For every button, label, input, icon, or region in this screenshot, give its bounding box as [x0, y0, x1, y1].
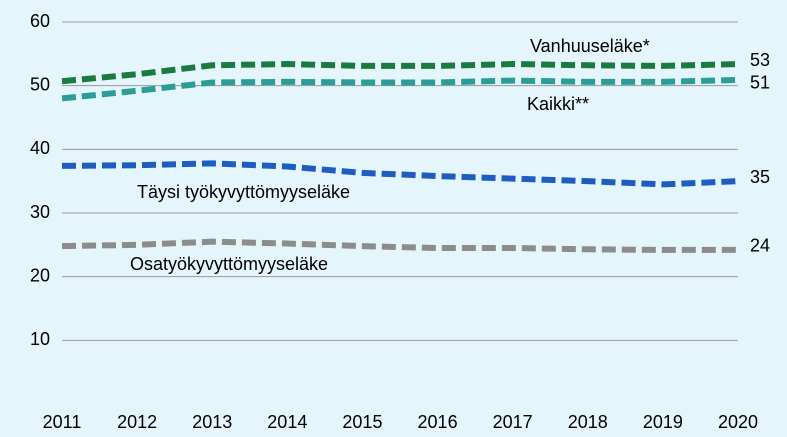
series-line	[61, 76, 739, 102]
value-label: 51	[750, 73, 770, 93]
x-tick-label: 2016	[418, 412, 458, 432]
series-label: Kaikki**	[527, 94, 589, 114]
y-tick-label: 40	[30, 138, 50, 158]
series-label: Täysi työkyvyttömyyseläke	[137, 182, 350, 202]
y-tick-label: 10	[30, 329, 50, 349]
x-tick-label: 2019	[643, 412, 683, 432]
x-tick-label: 2011	[43, 412, 82, 432]
y-tick-label: 50	[30, 74, 50, 94]
y-tick-label: 20	[30, 265, 50, 285]
y-tick-label: 30	[30, 202, 50, 222]
y-tick-label: 60	[30, 11, 50, 31]
series-label: Vanhuuseläke*	[530, 36, 650, 56]
x-tick-label: 2015	[342, 412, 382, 432]
x-tick-label: 2018	[568, 412, 608, 432]
value-label: 53	[750, 50, 770, 70]
value-label: 24	[750, 236, 770, 256]
series-label: Osatyökyvyttömyyseläke	[130, 254, 328, 274]
series-line	[61, 61, 739, 85]
value-label: 35	[750, 167, 770, 187]
x-tick-label: 2020	[718, 412, 758, 432]
x-tick-label: 2012	[117, 412, 157, 432]
series-line	[61, 238, 738, 253]
series-line	[61, 160, 739, 188]
x-tick-label: 2014	[267, 412, 307, 432]
x-tick-label: 2017	[493, 412, 533, 432]
x-tick-label: 2013	[192, 412, 232, 432]
